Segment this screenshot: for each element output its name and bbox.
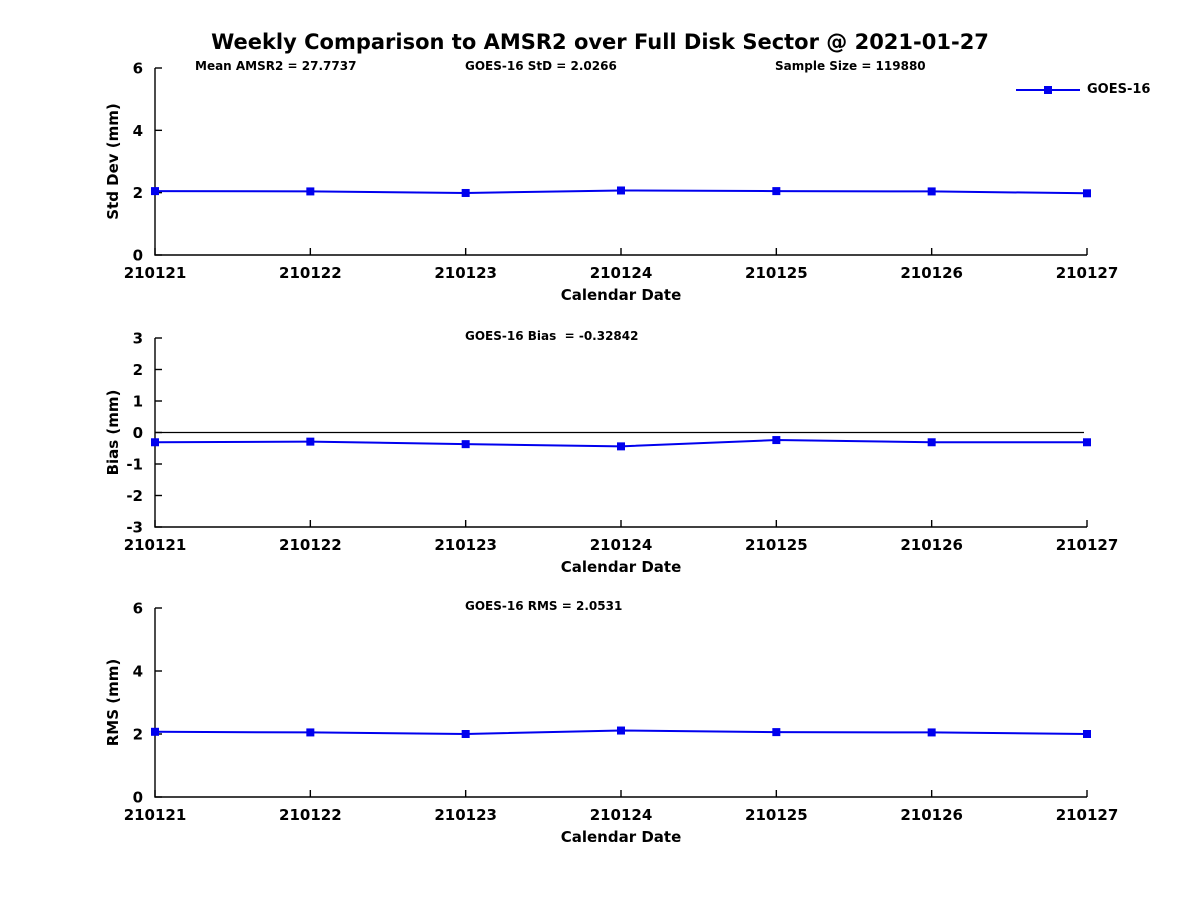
rms-data-point-marker bbox=[306, 728, 315, 737]
y-tick-label: 2 bbox=[133, 726, 143, 744]
y-tick-label: 3 bbox=[133, 330, 143, 348]
stat-goes16-std: GOES-16 StD = 2.0266 bbox=[465, 59, 617, 73]
rms-data-point-marker bbox=[1083, 730, 1091, 738]
std-dev-data-point-marker bbox=[772, 187, 781, 196]
x-tick-label: 210121 bbox=[124, 264, 187, 282]
rms-data-point-marker bbox=[617, 726, 625, 735]
x-tick-label: 210123 bbox=[434, 806, 497, 824]
y-tick-label: -1 bbox=[126, 456, 143, 474]
y-tick-label: 4 bbox=[133, 122, 143, 140]
y-tick-label: 6 bbox=[133, 60, 143, 78]
stat-sample-size: Sample Size = 119880 bbox=[775, 59, 926, 73]
legend: GOES-16 bbox=[1015, 82, 1150, 97]
std-dev-data-point-marker bbox=[617, 186, 625, 195]
x-tick-label: 210127 bbox=[1056, 264, 1119, 282]
x-tick-label: 210121 bbox=[124, 536, 187, 554]
figure-title: Weekly Comparison to AMSR2 over Full Dis… bbox=[211, 30, 989, 54]
x-tick-label: 210127 bbox=[1056, 536, 1119, 554]
axis-frame bbox=[154, 608, 1087, 798]
bias-data-point-marker bbox=[151, 438, 159, 447]
bias-data-point-marker bbox=[1083, 438, 1091, 447]
y-tick-label: 0 bbox=[133, 424, 143, 442]
x-axis-label: Calendar Date bbox=[561, 828, 682, 846]
y-tick-label: 0 bbox=[133, 247, 143, 265]
x-tick-label: 210127 bbox=[1056, 806, 1119, 824]
x-tick-label: 210123 bbox=[434, 264, 497, 282]
y-tick-label: 2 bbox=[133, 184, 143, 202]
bias-data-point-marker bbox=[617, 442, 625, 451]
stat-mean-amsr2: Mean AMSR2 = 27.7737 bbox=[195, 59, 357, 73]
y-tick-label: 0 bbox=[133, 789, 143, 807]
subplot-bias: -3 -2 -1 0 1 2 3 210121 210122 210123 210124 210125… bbox=[104, 330, 1118, 577]
x-tick-label: 210124 bbox=[590, 806, 653, 824]
legend-label: GOES-16 bbox=[1087, 82, 1151, 97]
x-tick-label: 210124 bbox=[590, 536, 653, 554]
y-tick-label: 4 bbox=[133, 663, 143, 681]
x-tick-label: 210125 bbox=[745, 806, 808, 824]
y-tick-label: 2 bbox=[133, 361, 143, 379]
std-dev-data-point-marker bbox=[1083, 189, 1091, 198]
bias-annotation: GOES-16 Bias = -0.32842 bbox=[465, 329, 639, 343]
y-tick-label: -3 bbox=[126, 519, 143, 537]
legend-marker-icon bbox=[1016, 85, 1080, 94]
rms-data-point-marker bbox=[772, 728, 781, 737]
x-tick-label: 210122 bbox=[279, 536, 342, 554]
x-tick-label: 210126 bbox=[900, 264, 963, 282]
x-tick-label: 210123 bbox=[434, 536, 497, 554]
y-tick-label: 1 bbox=[133, 393, 143, 411]
std-dev-data-point-marker bbox=[306, 187, 315, 196]
rms-data-point-marker bbox=[927, 728, 936, 737]
x-tick-label: 210122 bbox=[279, 264, 342, 282]
y-tick-label: 6 bbox=[133, 600, 143, 618]
y-axis-label: RMS (mm) bbox=[104, 659, 122, 746]
subplot-rms: 0 2 4 6 210121 210122 210123 210124 210125 210126… bbox=[104, 600, 1118, 847]
x-tick-label: 210125 bbox=[745, 264, 808, 282]
y-tick-label: -2 bbox=[126, 487, 143, 505]
x-tick-label: 210126 bbox=[900, 806, 963, 824]
subplot-std-dev: 0 2 4 6 210121 210122 210123 210124 210125 210126… bbox=[104, 60, 1118, 305]
bias-data-point-marker bbox=[772, 436, 781, 445]
bias-data-point-marker bbox=[461, 440, 470, 449]
bias-data-point-marker bbox=[306, 437, 315, 446]
axis-frame bbox=[154, 68, 1087, 256]
bias-data-point-marker bbox=[927, 438, 936, 447]
legend-square-marker bbox=[1044, 85, 1052, 94]
rms-data-point-marker bbox=[461, 730, 470, 738]
x-axis-label: Calendar Date bbox=[561, 286, 682, 304]
x-tick-label: 210122 bbox=[279, 806, 342, 824]
y-axis-label: Bias (mm) bbox=[104, 390, 122, 476]
y-axis-label: Std Dev (mm) bbox=[104, 103, 122, 220]
rms-data-point-marker bbox=[151, 727, 159, 736]
x-tick-label: 210124 bbox=[590, 264, 653, 282]
std-dev-data-point-marker bbox=[927, 187, 936, 196]
std-dev-data-point-marker bbox=[151, 187, 159, 196]
std-dev-data-point-marker bbox=[461, 188, 470, 197]
x-tick-label: 210126 bbox=[900, 536, 963, 554]
x-tick-label: 210125 bbox=[745, 536, 808, 554]
x-axis-label: Calendar Date bbox=[561, 558, 682, 576]
rms-annotation: GOES-16 RMS = 2.0531 bbox=[465, 599, 623, 613]
x-tick-label: 210121 bbox=[124, 806, 187, 824]
